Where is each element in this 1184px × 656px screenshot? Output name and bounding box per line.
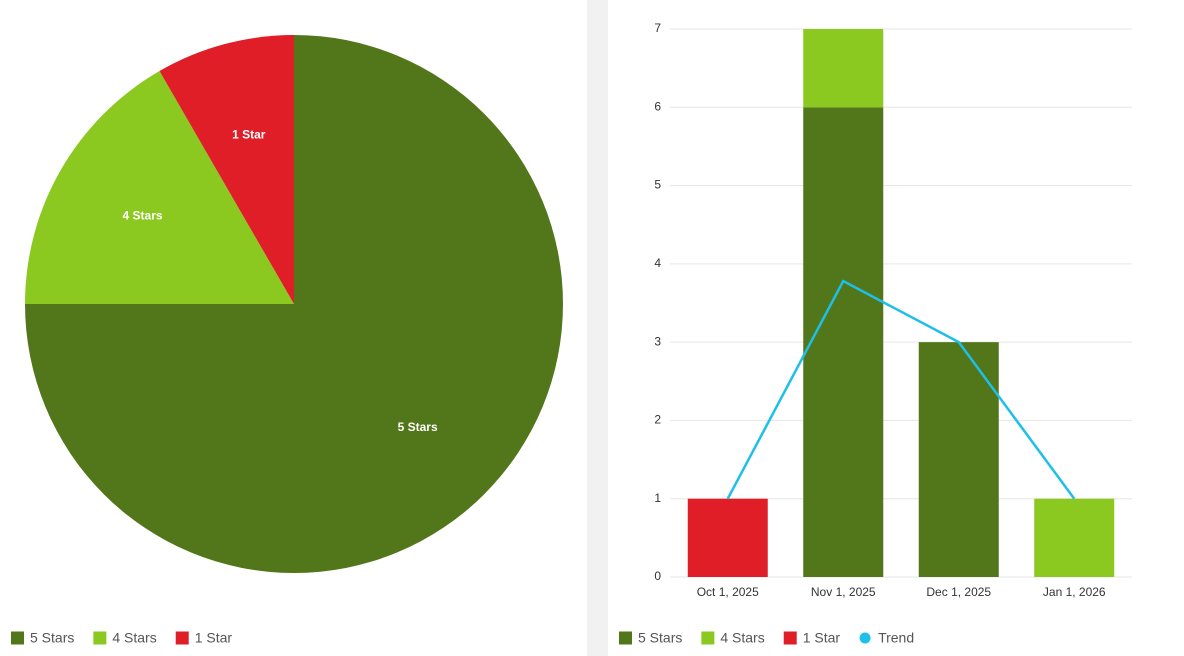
legend-marker (175, 631, 189, 645)
y-tick-label: 1 (654, 491, 661, 505)
slice-label: 5 Stars (398, 420, 438, 434)
y-tick-label: 5 (654, 178, 661, 192)
y-tick-label: 2 (654, 413, 661, 427)
y-tick-label: 3 (654, 334, 661, 348)
legend-label: Trend (878, 630, 914, 646)
legend-marker (11, 631, 24, 645)
legend-label: 5 Stars (638, 630, 682, 646)
legend-marker (619, 631, 632, 645)
pie-slice (25, 71, 294, 304)
legend-marker (859, 632, 871, 644)
bar-segment (687, 498, 768, 577)
legend-marker (701, 631, 715, 645)
x-tick-label: Jan 1, 2026 (1043, 585, 1106, 599)
y-tick-label: 7 (654, 21, 661, 35)
legend-marker (783, 631, 797, 645)
bar-segment (918, 342, 999, 577)
legend-label: 4 Stars (720, 630, 764, 646)
y-tick-label: 0 (654, 569, 661, 583)
legend-label: 1 Star (195, 630, 233, 646)
x-tick-label: Dec 1, 2025 (926, 585, 991, 599)
legend-label: 1 Star (803, 630, 841, 646)
trend-line (726, 279, 1076, 500)
slice-label: 4 Stars (123, 209, 163, 223)
bar-segment (803, 29, 884, 108)
pie-slice (159, 35, 294, 304)
bar-segment (803, 107, 884, 578)
legend-label: 5 Stars (30, 630, 74, 646)
y-tick-label: 4 (654, 256, 661, 270)
legend-marker (93, 631, 107, 645)
slice-label: 1 Star (232, 127, 266, 141)
x-tick-label: Oct 1, 2025 (697, 585, 759, 599)
y-tick-label: 6 (654, 99, 661, 113)
bar-segment (1034, 498, 1115, 577)
x-tick-label: Nov 1, 2025 (811, 585, 876, 599)
legend-label: 4 Stars (112, 630, 156, 646)
